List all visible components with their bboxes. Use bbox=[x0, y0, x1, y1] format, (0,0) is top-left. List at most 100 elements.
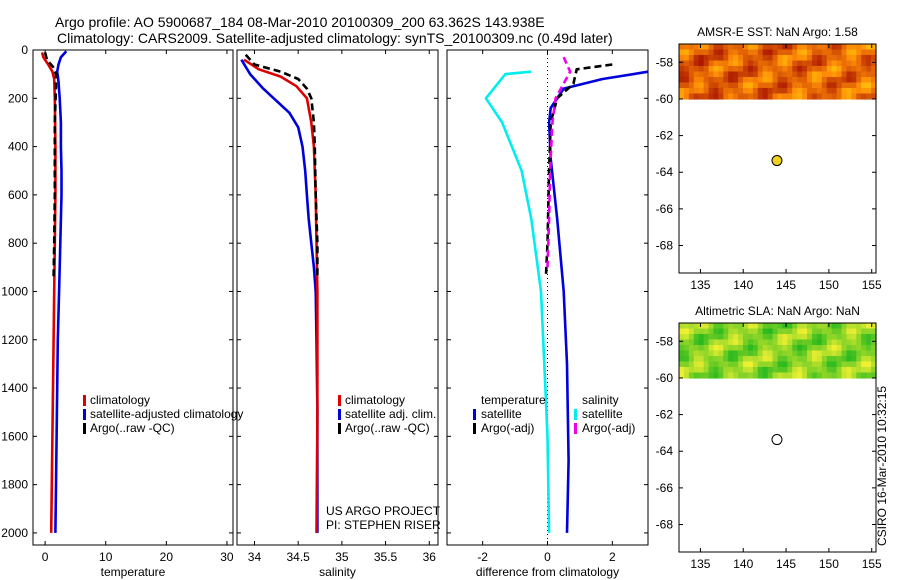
credit-line: PI: STEPHEN RISER bbox=[326, 518, 441, 532]
sst-map-field-cell bbox=[762, 87, 769, 95]
sla-map-field-cell bbox=[841, 366, 848, 374]
sla-map-field-cell bbox=[836, 355, 843, 363]
sst-map-field-cell bbox=[713, 71, 719, 78]
sst-map-field-cell bbox=[782, 82, 788, 89]
sla-map-field-cell bbox=[777, 350, 784, 357]
sla-map-ytick-label: -60 bbox=[656, 371, 674, 385]
sst-map-field-cell bbox=[683, 82, 690, 89]
sst-map-field-cell bbox=[752, 54, 759, 62]
sla-map-ytick-label: -62 bbox=[656, 408, 674, 422]
sst-map-field-cell bbox=[693, 54, 700, 62]
sst-map-field-cell bbox=[792, 71, 798, 78]
sla-map-field-cell bbox=[679, 328, 685, 335]
sst-map-field-cell bbox=[713, 60, 719, 67]
sst-map-ytick-label: -68 bbox=[656, 239, 674, 253]
sst-map-xtick-label: 155 bbox=[862, 278, 882, 292]
sla-map-field-cell bbox=[846, 361, 852, 368]
sla-map-field-cell bbox=[708, 323, 715, 330]
sla-map-field-cell bbox=[811, 339, 818, 346]
sst-map-field-cell bbox=[787, 71, 793, 78]
sst-map-field-cell bbox=[846, 54, 852, 62]
sst-map-field-cell bbox=[807, 71, 813, 78]
sla-map-field-cell bbox=[816, 339, 823, 346]
sst-map-field-cell bbox=[772, 76, 779, 84]
sst-map-field-cell bbox=[747, 71, 754, 78]
sla-map-field-cell bbox=[836, 344, 843, 352]
sla-map-field-cell bbox=[787, 372, 793, 379]
temperature-xtick-label: 20 bbox=[160, 550, 174, 564]
sst-map-field-cell bbox=[698, 93, 705, 100]
sla-map-ytick-label: -58 bbox=[656, 334, 674, 348]
difference-legend-label: Argo(-adj) bbox=[481, 421, 534, 435]
sst-map-field-cell bbox=[851, 49, 857, 56]
sla-map-field-cell bbox=[708, 344, 715, 352]
sst-map-field bbox=[679, 44, 877, 100]
sla-map-field-cell bbox=[713, 361, 719, 368]
sst-map-field-cell bbox=[816, 82, 823, 89]
sst-map-field-cell bbox=[703, 82, 710, 89]
sst-map-field-cell bbox=[683, 60, 690, 67]
salinity-xtick-label: 35.5 bbox=[374, 550, 398, 564]
sst-map-field-cell bbox=[683, 93, 690, 100]
sla-map-field-cell bbox=[821, 355, 828, 363]
sst-map-field-cell bbox=[698, 71, 705, 78]
sla-map-field-cell bbox=[743, 361, 749, 368]
sla-map-field-cell bbox=[836, 333, 843, 341]
sla-map-field-cell bbox=[792, 350, 798, 357]
temperature-legend-swatch bbox=[83, 395, 86, 406]
timestamp-stamp: CSIRO 16-Mar-2010 10:32:15 bbox=[875, 386, 889, 546]
temperature-ytick-label: 1600 bbox=[1, 429, 28, 443]
sst-map-field-cell bbox=[816, 71, 823, 78]
sst-map-field-cell bbox=[767, 44, 774, 51]
sst-map-field-cell bbox=[703, 87, 710, 95]
sst-map-field-cell bbox=[733, 93, 739, 100]
sla-map-field-cell bbox=[688, 361, 695, 368]
sst-map-field-cell bbox=[831, 60, 838, 67]
sla-map-field-cell bbox=[777, 328, 784, 335]
difference-legend-header: temperature bbox=[481, 393, 546, 407]
sst-map-field-cell bbox=[826, 93, 833, 100]
sst-map-field-cell bbox=[772, 49, 779, 56]
sst-map-field-cell bbox=[738, 54, 744, 62]
sst-map-field-cell bbox=[856, 60, 862, 67]
sst-map-field-cell bbox=[713, 87, 719, 95]
difference-series-salinity-argo-adj- bbox=[546, 56, 572, 268]
figure-title-line1: Argo profile: AO 5900687_184 08-Mar-2010… bbox=[55, 14, 545, 30]
sla-map-field-cell bbox=[762, 344, 769, 352]
sla-map-field-cell bbox=[816, 372, 823, 379]
sla-map-field-cell bbox=[856, 328, 862, 335]
sst-map-field-cell bbox=[718, 71, 724, 78]
sst-map-field-cell bbox=[752, 87, 759, 95]
sst-map-field-cell bbox=[792, 49, 798, 56]
salinity-xtick-label: 34 bbox=[248, 550, 262, 564]
sst-map-field-cell bbox=[871, 54, 877, 62]
sst-map-field-cell bbox=[683, 65, 690, 73]
salinity-xtick-label: 36 bbox=[423, 550, 437, 564]
sst-map-field-cell bbox=[718, 87, 724, 95]
sst-map-field-cell bbox=[851, 44, 857, 51]
sla-map-field-cell bbox=[703, 328, 710, 335]
sst-map-field-cell bbox=[679, 44, 685, 51]
sst-map-field-cell bbox=[811, 60, 818, 67]
sla-map-field-cell bbox=[767, 366, 774, 374]
sst-map-field-cell bbox=[802, 87, 808, 95]
sst-map-field-cell bbox=[802, 82, 808, 89]
sla-map-field-cell bbox=[747, 339, 754, 346]
sst-map-field-cell bbox=[767, 60, 774, 67]
sst-map-field-cell bbox=[767, 49, 774, 56]
sst-map-field-cell bbox=[703, 44, 710, 51]
sst-map-field-cell bbox=[738, 93, 744, 100]
sst-map-field-cell bbox=[693, 93, 700, 100]
sla-map-field-cell bbox=[708, 355, 715, 363]
sla-map-field-cell bbox=[866, 333, 872, 341]
salinity-series-climatology bbox=[243, 58, 319, 533]
sst-map-field-cell bbox=[728, 44, 734, 51]
sla-map-field-cell bbox=[797, 344, 803, 352]
sla-map-field-cell bbox=[723, 361, 729, 368]
sst-map-field-cell bbox=[747, 60, 754, 67]
sst-map-field-cell bbox=[851, 54, 857, 62]
sst-map-field-cell bbox=[826, 76, 833, 84]
sla-map-xtick-label: 145 bbox=[776, 557, 796, 571]
sla-map-field-cell bbox=[797, 339, 803, 346]
